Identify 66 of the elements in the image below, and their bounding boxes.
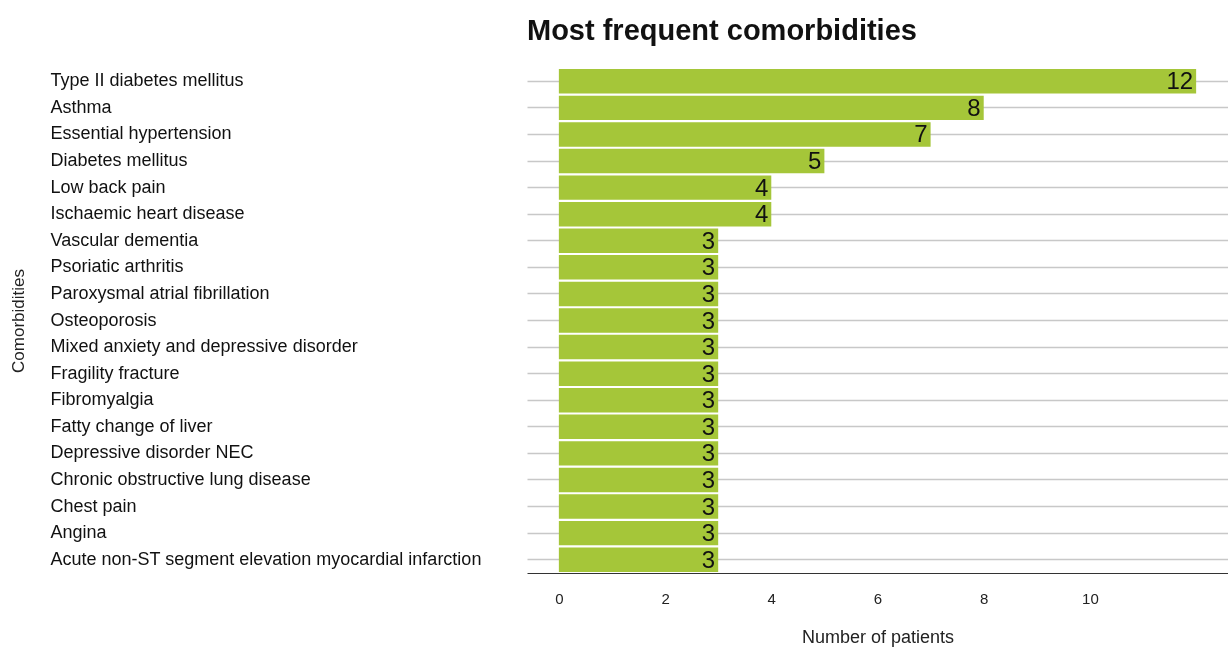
y-tick-label: Diabetes mellitus <box>50 150 188 171</box>
data-label: 3 <box>701 439 716 467</box>
bar <box>558 308 719 333</box>
data-label: 3 <box>701 359 716 387</box>
y-tick-label: Angina <box>50 522 108 543</box>
bar <box>558 69 1197 94</box>
bar <box>558 467 719 493</box>
bar <box>558 281 719 307</box>
data-label: 7 <box>914 120 928 148</box>
data-label: 3 <box>701 279 716 307</box>
data-label: 3 <box>701 519 716 547</box>
data-label: 3 <box>701 492 716 520</box>
x-tick-label: 2 <box>661 589 670 607</box>
y-tick-label: Mixed anxiety and depressive disorder <box>50 336 358 357</box>
bar <box>558 175 772 200</box>
bar <box>558 201 772 227</box>
y-tick-label: Depressive disorder NEC <box>50 442 254 463</box>
bar <box>558 520 719 546</box>
y-tick-label: Chronic obstructive lung disease <box>50 468 311 489</box>
bar <box>558 547 719 572</box>
data-label: 3 <box>701 545 716 573</box>
bar <box>558 255 719 280</box>
bar <box>558 414 719 440</box>
data-label: 3 <box>701 226 716 254</box>
y-tick-label: Asthma <box>50 96 113 117</box>
y-tick-label: Psoriatic arthritis <box>50 256 184 277</box>
data-label: 3 <box>701 306 716 334</box>
data-label: 4 <box>754 200 769 228</box>
bar <box>558 388 719 413</box>
x-tick-label: 10 <box>1082 589 1099 607</box>
bar <box>558 95 984 121</box>
data-label: 8 <box>967 93 981 121</box>
chart-title: Most frequent comorbidities <box>527 14 917 46</box>
y-tick-label: Fragility fracture <box>50 362 180 383</box>
y-tick-label: Acute non-ST segment elevation myocardial infarction <box>50 548 482 569</box>
x-tick-label: 0 <box>555 589 564 607</box>
x-tick-label: 4 <box>767 589 776 607</box>
y-tick-label: Osteoporosis <box>50 309 157 330</box>
y-tick-label: Ischaemic heart disease <box>50 203 245 224</box>
data-label: 3 <box>701 253 716 281</box>
data-label: 5 <box>808 147 822 175</box>
data-label: 12 <box>1166 67 1194 95</box>
bar <box>558 494 719 519</box>
x-axis-title: Number of patients <box>801 626 955 647</box>
y-tick-label: Vascular dementia <box>50 229 200 250</box>
y-axis-title: Comorbidities <box>8 269 28 373</box>
y-tick-label: Paroxysmal atrial fibrillation <box>50 282 270 303</box>
y-tick-label: Essential hypertension <box>50 123 232 144</box>
y-tick-label: Chest pain <box>50 495 137 516</box>
bar <box>558 334 719 360</box>
bar <box>558 148 825 174</box>
bar <box>558 228 719 253</box>
data-label: 3 <box>701 386 716 414</box>
data-label: 3 <box>701 465 716 493</box>
y-tick-label: Type II diabetes mellitus <box>50 70 244 91</box>
y-tick-label: Fatty change of liver <box>50 415 213 436</box>
bar <box>558 122 931 147</box>
y-tick-label: Fibromyalgia <box>50 389 155 410</box>
x-tick-label: 8 <box>980 589 989 607</box>
x-tick-label: 6 <box>873 589 883 607</box>
y-tick-label: Low back pain <box>50 176 166 197</box>
data-label: 4 <box>754 173 769 201</box>
data-label: 3 <box>701 412 716 440</box>
data-label: 3 <box>701 333 716 361</box>
bar <box>558 441 719 466</box>
bar <box>558 361 719 386</box>
